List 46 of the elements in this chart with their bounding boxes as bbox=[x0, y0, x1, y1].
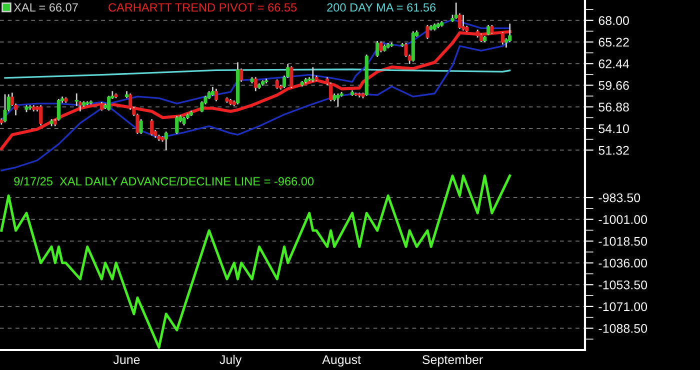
y-tick-label: -1071.00 bbox=[598, 302, 648, 312]
line-series bbox=[0, 30, 512, 150]
candlestick bbox=[214, 88, 218, 102]
x-tick-label: September bbox=[422, 354, 483, 367]
line-series bbox=[4, 68, 511, 79]
candlestick bbox=[240, 68, 244, 83]
y-tick-label: -1018.50 bbox=[598, 236, 648, 246]
candlestick bbox=[3, 94, 7, 123]
y-tick-label: -1053.50 bbox=[598, 280, 648, 290]
candlestick bbox=[336, 92, 340, 108]
y-tick-label: 56.88 bbox=[598, 102, 629, 112]
legend-label: XAL = 66.07 bbox=[14, 3, 78, 12]
x-tick-label: June bbox=[113, 355, 140, 364]
y-tick-label: 62.44 bbox=[598, 59, 630, 68]
y-tick-label: 51.32 bbox=[598, 146, 629, 155]
candlestick bbox=[376, 40, 380, 58]
y-tick-label: 65.22 bbox=[598, 38, 629, 47]
x-tick-label: August bbox=[322, 355, 361, 367]
y-tick-label: -1036.00 bbox=[598, 258, 648, 268]
y-tick-label: -1088.50 bbox=[598, 324, 648, 333]
candlestick bbox=[379, 40, 383, 53]
line-series bbox=[0, 174, 512, 349]
candlestick bbox=[500, 31, 504, 46]
y-tick-label: -983.50 bbox=[598, 193, 640, 202]
y-tick-label: -1001.00 bbox=[598, 215, 648, 224]
candlestick bbox=[426, 24, 430, 40]
candlestick bbox=[139, 118, 143, 135]
candlestick bbox=[290, 66, 294, 89]
y-tick-label: 54.10 bbox=[598, 124, 629, 134]
candlestick bbox=[39, 104, 43, 126]
text: 200 DAY MA = 61.56 bbox=[327, 3, 436, 12]
candlestick bbox=[74, 92, 78, 107]
y-tick-label: 68.00 bbox=[598, 16, 629, 26]
candlestick bbox=[254, 76, 258, 92]
series-label: 9/17/25 XAL DAILY ADVANCE/DECLINE LINE = -966.00 bbox=[14, 176, 314, 186]
y-tick-label: 59.66 bbox=[598, 81, 629, 90]
candlestick bbox=[150, 118, 154, 136]
candlestick bbox=[164, 130, 168, 151]
candlestick bbox=[461, 14, 466, 32]
candlestick bbox=[311, 66, 315, 83]
text: CARHARTT TREND PIVOT = 66.55 bbox=[108, 3, 297, 12]
candlestick bbox=[486, 24, 490, 36]
candlestick bbox=[107, 95, 111, 112]
candlestick bbox=[175, 115, 179, 135]
x-tick-label: July bbox=[220, 354, 242, 367]
candlestick bbox=[275, 78, 279, 90]
